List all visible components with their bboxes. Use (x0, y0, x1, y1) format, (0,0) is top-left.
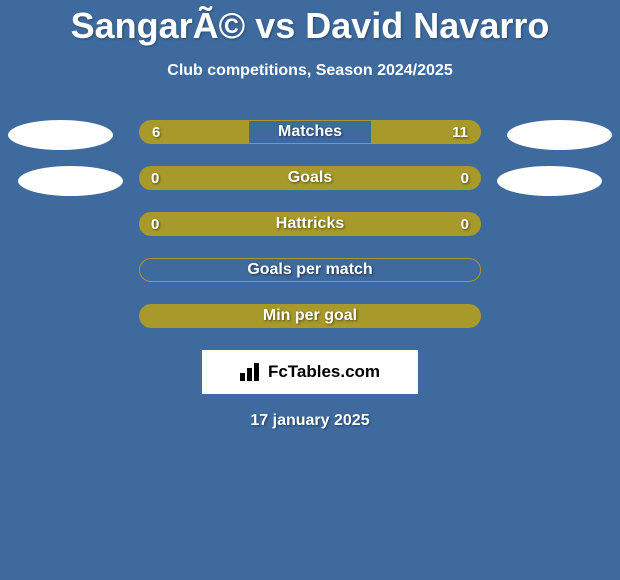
stat-bar-hattricks: 0 Hattricks 0 (139, 212, 481, 236)
player-left-ellipse-2 (18, 166, 123, 196)
player-right-ellipse-2 (497, 166, 602, 196)
hattricks-right-value: 0 (461, 216, 469, 233)
subtitle: Club competitions, Season 2024/2025 (0, 62, 620, 80)
stat-bar-goals-per-match: Goals per match (139, 258, 481, 282)
matches-left-value: 6 (152, 124, 160, 141)
stat-bar-min-per-goal: Min per goal (139, 304, 481, 328)
hattricks-left-value: 0 (151, 216, 159, 233)
date-text: 17 january 2025 (0, 412, 620, 430)
stat-bar-goals: 0 Goals 0 (139, 166, 481, 190)
logo-box: FcTables.com (202, 350, 418, 394)
matches-label: Matches (278, 123, 342, 141)
stat-bar-matches: 6 Matches 11 (139, 120, 481, 144)
page-title: SangarÃ© vs David Navarro (0, 0, 620, 47)
player-right-ellipse-1 (507, 120, 612, 150)
logo-label: FcTables.com (268, 362, 380, 382)
min-per-goal-label: Min per goal (263, 307, 357, 325)
goals-per-match-label: Goals per match (247, 261, 372, 279)
logo-text: FcTables.com (240, 362, 380, 382)
stats-container: 6 Matches 11 0 Goals 0 0 Hattricks 0 Goa… (0, 120, 620, 328)
matches-right-value: 11 (452, 124, 468, 141)
hattricks-label: Hattricks (276, 215, 344, 233)
goals-right-value: 0 (461, 170, 469, 187)
chart-icon (240, 363, 264, 381)
goals-label: Goals (288, 169, 332, 187)
player-left-ellipse-1 (8, 120, 113, 150)
goals-left-value: 0 (151, 170, 159, 187)
